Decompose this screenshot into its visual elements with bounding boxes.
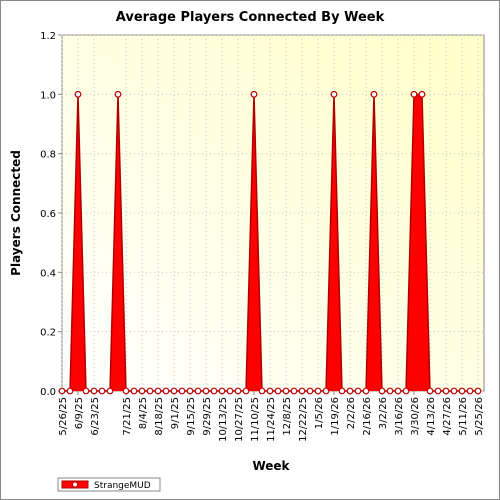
- point: [442, 387, 450, 395]
- point: [114, 90, 122, 98]
- point: [450, 387, 458, 395]
- point: [106, 387, 114, 395]
- x-tick-label: 8/4/25: [138, 397, 149, 429]
- x-tick-label: 12/8/25: [282, 397, 293, 436]
- point: [186, 387, 194, 395]
- x-tick-label: 9/1/25: [170, 397, 181, 429]
- point: [330, 90, 338, 98]
- point: [58, 387, 66, 395]
- point: [210, 387, 218, 395]
- x-tick-label: 4/27/26: [442, 397, 453, 436]
- point: [346, 387, 354, 395]
- point: [338, 387, 346, 395]
- x-axis-label: Week: [252, 459, 290, 473]
- y-tick-label: 1.2: [40, 31, 56, 42]
- x-tick-label: 3/30/26: [410, 397, 421, 436]
- point: [98, 387, 106, 395]
- legend: StrangeMUD: [57, 477, 161, 492]
- point: [370, 90, 378, 98]
- x-tick-label: 7/21/25: [122, 397, 133, 436]
- y-tick-label: 0.4: [40, 268, 56, 279]
- x-tick-label: 1/19/26: [330, 397, 341, 436]
- point: [74, 90, 82, 98]
- x-tick-label: 4/13/26: [426, 397, 437, 436]
- point: [242, 387, 250, 395]
- y-tick-label: 0.6: [40, 209, 56, 220]
- point: [354, 387, 362, 395]
- x-tick-label: 5/11/26: [458, 397, 469, 436]
- x-tick-label: 9/15/25: [186, 397, 197, 436]
- point: [290, 387, 298, 395]
- point: [282, 387, 290, 395]
- x-tick-label: 8/18/25: [154, 397, 165, 436]
- x-tick-label: 10/13/25: [218, 397, 229, 442]
- point: [266, 387, 274, 395]
- point: [402, 387, 410, 395]
- point: [274, 387, 282, 395]
- point: [418, 90, 426, 98]
- point: [426, 387, 434, 395]
- y-tick-label: 0.2: [40, 328, 56, 339]
- x-tick-label: 11/24/25: [266, 397, 277, 442]
- x-tick-label: 1/5/26: [314, 397, 325, 429]
- point: [122, 387, 130, 395]
- point: [474, 387, 482, 395]
- x-tick-label: 12/22/25: [298, 397, 309, 442]
- x-tick-label: 5/26/25: [58, 397, 69, 436]
- y-tick-label: 0.0: [40, 387, 56, 398]
- point: [362, 387, 370, 395]
- x-tick-label: 2/2/26: [346, 397, 357, 429]
- point: [434, 387, 442, 395]
- point: [234, 387, 242, 395]
- x-tick-label: 10/27/25: [234, 397, 245, 442]
- chart-title: Average Players Connected By Week: [116, 10, 385, 25]
- x-tick-label: 6/23/25: [90, 397, 101, 436]
- point: [386, 387, 394, 395]
- point: [394, 387, 402, 395]
- point: [218, 387, 226, 395]
- point: [306, 387, 314, 395]
- x-tick-label: 3/16/26: [394, 397, 405, 436]
- point: [178, 387, 186, 395]
- y-tick-label: 0.8: [40, 150, 56, 161]
- point: [154, 387, 162, 395]
- legend-marker: [72, 481, 78, 488]
- point: [162, 387, 170, 395]
- x-tick-label: 2/16/26: [362, 397, 373, 436]
- point: [378, 387, 386, 395]
- point: [466, 387, 474, 395]
- x-tick-label: 11/10/25: [250, 397, 261, 442]
- point: [298, 387, 306, 395]
- point: [82, 387, 90, 395]
- point: [66, 387, 74, 395]
- point: [258, 387, 266, 395]
- area: [62, 94, 478, 391]
- point: [146, 387, 154, 395]
- point: [250, 90, 258, 98]
- point: [90, 387, 98, 395]
- x-tick-label: 3/2/26: [378, 397, 389, 429]
- point: [226, 387, 234, 395]
- point: [202, 387, 210, 395]
- legend-label: StrangeMUD: [94, 481, 151, 491]
- point: [458, 387, 466, 395]
- y-axis-label: Players Connected: [9, 150, 23, 276]
- point: [138, 387, 146, 395]
- point: [314, 387, 322, 395]
- y-tick-label: 1.0: [40, 90, 56, 101]
- x-tick-label: 9/29/25: [202, 397, 213, 436]
- point: [130, 387, 138, 395]
- point: [410, 90, 418, 98]
- x-tick-label: 5/25/26: [474, 397, 485, 436]
- point: [322, 387, 330, 395]
- x-tick-label: 6/9/25: [74, 397, 85, 429]
- point: [194, 387, 202, 395]
- point: [170, 387, 178, 395]
